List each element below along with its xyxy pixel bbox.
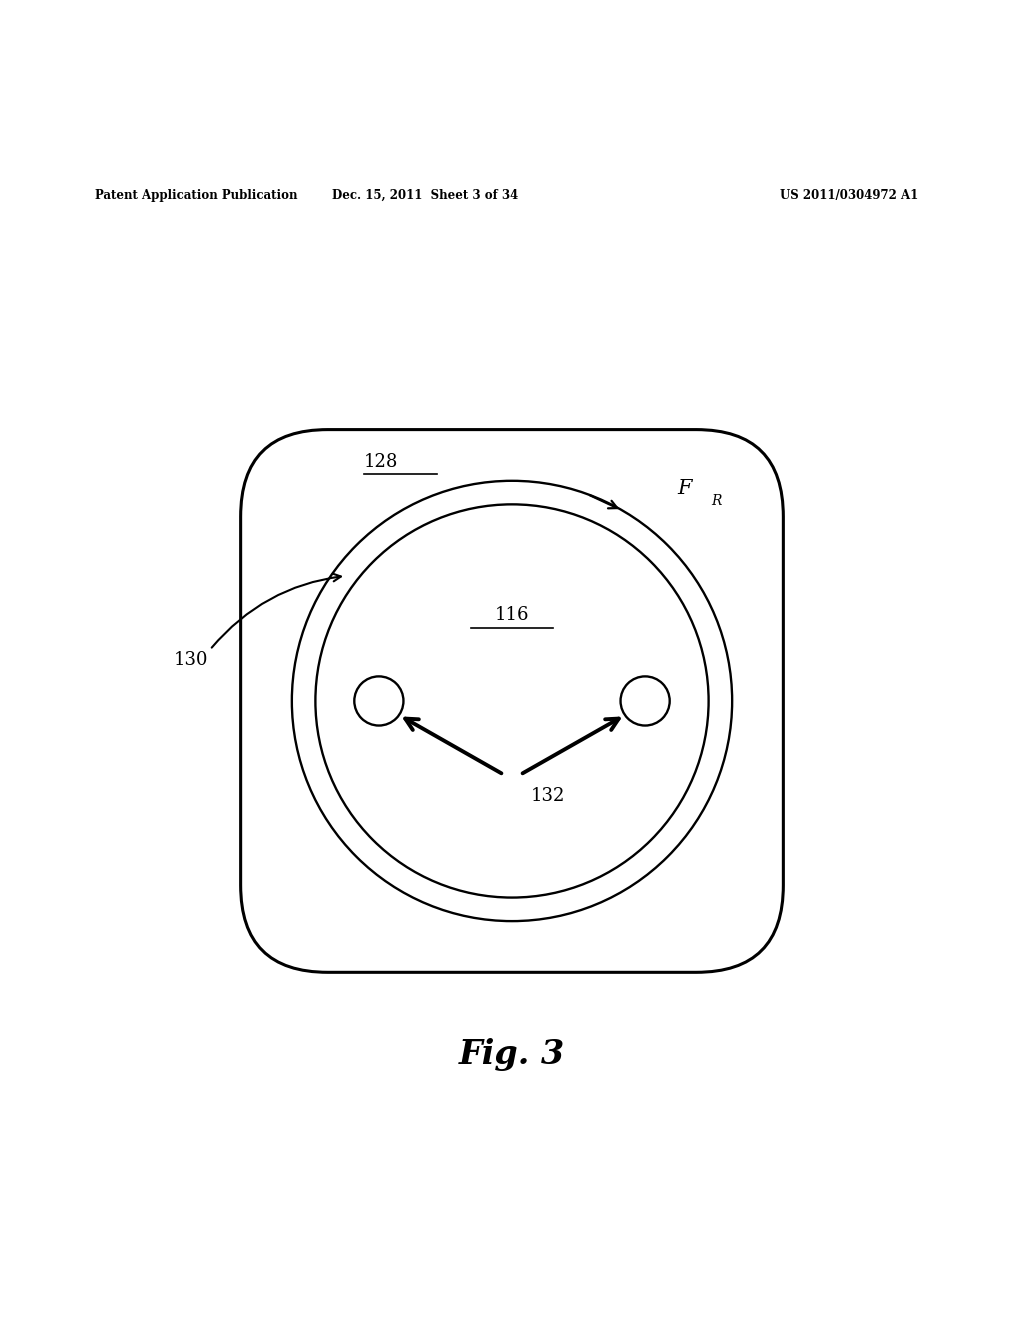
Text: 130: 130 (174, 651, 209, 669)
Text: 116: 116 (495, 606, 529, 624)
Text: Dec. 15, 2011  Sheet 3 of 34: Dec. 15, 2011 Sheet 3 of 34 (332, 189, 518, 202)
Text: 132: 132 (530, 787, 565, 805)
Text: Fig. 3: Fig. 3 (459, 1038, 565, 1071)
FancyBboxPatch shape (241, 429, 783, 973)
Text: US 2011/0304972 A1: US 2011/0304972 A1 (780, 189, 919, 202)
Text: 128: 128 (364, 453, 398, 470)
Text: R: R (712, 494, 722, 508)
Text: Patent Application Publication: Patent Application Publication (95, 189, 298, 202)
Text: F: F (678, 479, 692, 498)
